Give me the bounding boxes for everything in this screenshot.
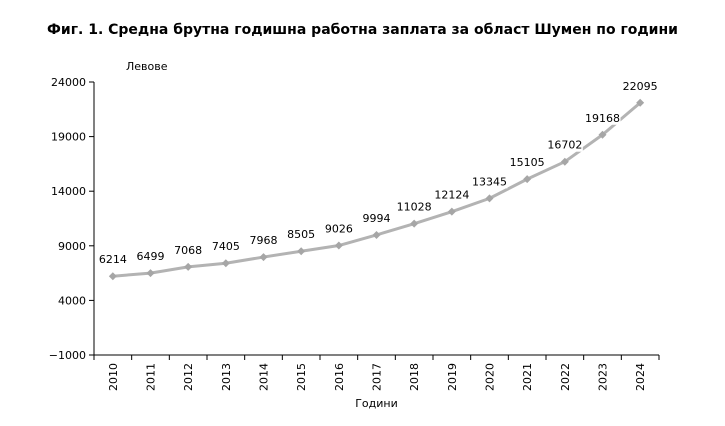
data-point [146, 269, 155, 278]
data-label: 12124 [434, 189, 469, 202]
chart-title: Фиг. 1. Средна брутна годишна работна за… [47, 22, 678, 38]
data-label: 9994 [363, 212, 391, 225]
data-label-background [546, 137, 583, 152]
data-label-background [622, 78, 659, 93]
data-label-background [135, 249, 166, 264]
y-tick-label: 19000 [51, 131, 86, 144]
data-label-background [361, 210, 392, 225]
data-point [334, 241, 343, 250]
x-axis-title: Години [355, 397, 398, 410]
x-tick-label: 2019 [446, 363, 459, 391]
data-label-background [396, 199, 433, 214]
y-tick-label: 14000 [51, 185, 86, 198]
x-tick-label: 2013 [220, 363, 233, 391]
data-label-background [98, 252, 128, 267]
data-point [221, 259, 230, 268]
data-label: 7405 [212, 240, 240, 253]
y-tick-label: 9000 [58, 240, 86, 253]
data-point [297, 247, 306, 256]
data-label: 19168 [585, 112, 620, 125]
data-label-background [173, 242, 203, 257]
data-label: 7968 [250, 234, 278, 247]
x-tick-label: 2017 [371, 363, 384, 391]
data-point [636, 98, 645, 107]
data-label-background [286, 227, 316, 242]
data-label-background [509, 155, 546, 170]
x-tick-label: 2012 [182, 363, 195, 391]
x-tick-label: 2023 [597, 363, 610, 391]
x-tick-label: 2020 [484, 363, 497, 391]
x-tick-label: 2014 [258, 363, 271, 391]
x-tick-label: 2015 [295, 363, 308, 391]
data-point [447, 207, 456, 216]
data-label: 6214 [99, 253, 127, 266]
y-tick-label: 4000 [58, 294, 86, 307]
data-label: 7068 [174, 244, 202, 257]
data-label-background [324, 221, 354, 236]
data-point [598, 130, 607, 139]
y-axis-title: Левове [126, 60, 168, 73]
data-label: 8505 [287, 228, 315, 241]
x-tick-label: 2021 [521, 363, 534, 391]
data-label-background [433, 187, 470, 202]
data-point [410, 219, 419, 228]
x-tick-label: 2024 [634, 363, 647, 391]
x-tick-label: 2022 [559, 363, 572, 391]
data-point [372, 230, 381, 239]
x-tick-label: 2010 [107, 363, 120, 391]
data-label: 11028 [397, 201, 432, 214]
data-label: 9026 [325, 223, 353, 236]
x-tick-label: 2018 [408, 363, 421, 391]
data-label: 16702 [547, 139, 582, 152]
x-tick-label: 2016 [333, 363, 346, 391]
data-label-background [471, 174, 508, 189]
data-label: 15105 [510, 156, 545, 169]
data-point [523, 175, 532, 184]
data-point [485, 194, 494, 203]
data-label: 22095 [623, 80, 658, 93]
data-label-background [211, 239, 241, 254]
y-tick-label: 24000 [51, 76, 86, 89]
data-point [184, 262, 193, 271]
data-label: 6499 [137, 250, 165, 263]
data-label-background [248, 233, 279, 248]
data-label-background [584, 110, 621, 125]
data-point [108, 272, 117, 281]
data-label: 13345 [472, 175, 507, 188]
x-tick-label: 2011 [145, 363, 158, 391]
data-point [259, 253, 268, 262]
data-point [560, 157, 569, 166]
y-tick-label: −1000 [49, 349, 86, 362]
